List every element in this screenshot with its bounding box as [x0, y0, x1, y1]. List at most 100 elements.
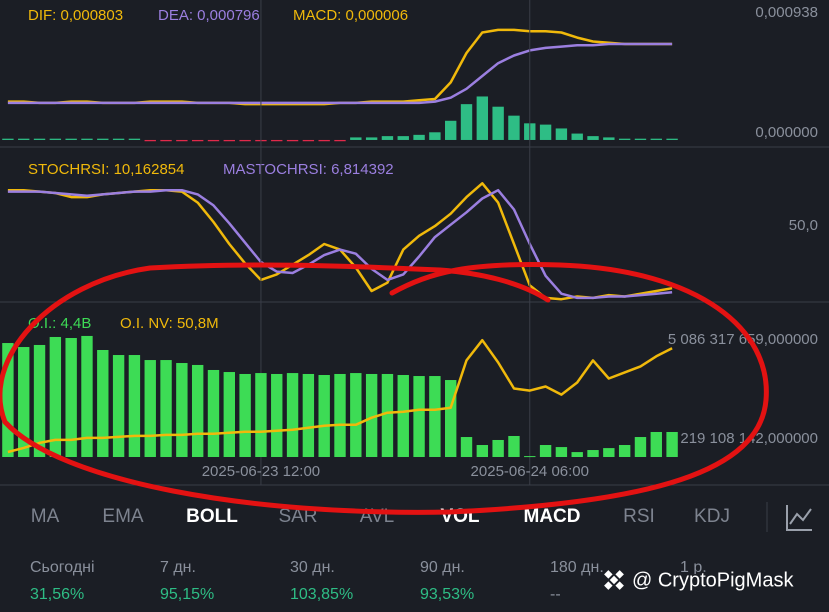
legend-entry: MASTOCHRSI: 6,814392 [223, 161, 394, 178]
line [7, 188, 673, 300]
bar [191, 139, 204, 142]
bar [239, 373, 251, 457]
bar [128, 355, 141, 457]
bar [634, 437, 647, 457]
bar [65, 338, 77, 457]
y-tick-label: 0,000938 [755, 4, 818, 21]
y-tick-label: 4 219 108 142,000000 [668, 430, 818, 447]
indicator-tabs: MA EMA BOLL SAR AVL VOL MACD RSI KDJ [31, 506, 730, 527]
bar [112, 355, 125, 457]
legend-entry: STOCHRSI: 10,162854 [28, 161, 184, 178]
bar [650, 138, 662, 140]
bar [2, 138, 14, 140]
bar [97, 349, 109, 457]
period-value: 31,56% [30, 586, 84, 603]
bar [397, 375, 409, 457]
indicator-tab[interactable]: EMA [102, 506, 144, 527]
bar [634, 138, 647, 140]
bar [33, 138, 46, 140]
legend-entry: DEA: 0,000796 [158, 7, 260, 24]
bar [271, 373, 283, 457]
bar [381, 373, 394, 457]
period-value: 95,15% [160, 586, 214, 603]
bar [618, 445, 631, 457]
bar [176, 139, 188, 142]
bar [618, 138, 631, 140]
bar [350, 373, 362, 457]
bar [397, 136, 409, 140]
bar [128, 138, 141, 140]
bar [413, 134, 425, 140]
icon-line [789, 508, 812, 525]
bar [286, 139, 299, 142]
line [7, 338, 673, 454]
bar [603, 448, 615, 457]
bar [365, 137, 378, 140]
indicator-tab[interactable]: BOLL [186, 506, 238, 527]
period-label: 7 дн. [160, 559, 196, 576]
legend-entry: DIF: 0,000803 [28, 7, 123, 24]
bar [445, 380, 457, 457]
bar [476, 445, 489, 457]
indicator-tab[interactable]: KDJ [694, 506, 730, 527]
chart-settings-icon[interactable] [786, 505, 812, 531]
period-label: 1 р. [680, 559, 707, 576]
bar [555, 128, 568, 140]
bar [207, 139, 220, 142]
period-value: -- [550, 586, 561, 603]
legend-entry: O.I. NV: 50,8M [120, 315, 219, 332]
x-tick-label: 2025-06-24 06:00 [471, 463, 589, 480]
performance: Сьогодні 7 дн. 30 дн. 90 дн. 180 дн. 1 р. 31,5… [30, 559, 707, 603]
bar [666, 138, 678, 140]
bar [539, 445, 552, 457]
period-value: 93,53% [420, 586, 474, 603]
bar [429, 376, 441, 457]
charts: 0,000938 0,000000 DIF: 0,000803 DEA: 0,0007… [2, 0, 818, 485]
bar [18, 347, 30, 457]
bar [160, 360, 172, 457]
bar [271, 139, 283, 142]
period-label: 180 дн. [550, 559, 604, 576]
bar [571, 452, 583, 457]
bar [476, 96, 489, 140]
bar [33, 344, 46, 457]
bar [286, 373, 299, 457]
y-tick-label: 5 086 317 659,000000 [668, 331, 818, 348]
bar [144, 139, 156, 142]
line [7, 42, 673, 105]
bar [65, 138, 77, 140]
bar [365, 373, 378, 457]
bar [492, 439, 504, 457]
bar [18, 138, 30, 140]
bar [144, 360, 156, 457]
bar [160, 139, 172, 142]
bar [81, 335, 93, 457]
bar [176, 363, 188, 457]
bar [508, 115, 520, 140]
bar [429, 132, 441, 140]
indicator-tab[interactable]: SAR [278, 506, 317, 527]
indicator-tab[interactable]: MA [31, 506, 60, 527]
bar [2, 343, 14, 457]
bar [539, 124, 552, 140]
bar [666, 431, 678, 457]
y-tick-label: 50,0 [789, 217, 818, 234]
bar [555, 447, 568, 457]
bar [112, 138, 125, 140]
bar [334, 139, 346, 142]
indicator-tab[interactable]: RSI [623, 506, 655, 527]
bar [49, 138, 62, 140]
indicator-tab[interactable]: MACD [524, 506, 581, 527]
bar [239, 139, 251, 142]
bar [508, 435, 520, 457]
bar [650, 431, 662, 457]
bar [49, 336, 62, 457]
bar [571, 133, 583, 140]
bar [524, 456, 536, 458]
bar [603, 137, 615, 140]
watermark-text: @ CryptoPigMask [632, 569, 794, 591]
period-value: 103,85% [290, 586, 353, 603]
legend-entry: O.I.: 4,4B [28, 315, 91, 332]
bar [81, 138, 93, 140]
bar [318, 139, 330, 142]
